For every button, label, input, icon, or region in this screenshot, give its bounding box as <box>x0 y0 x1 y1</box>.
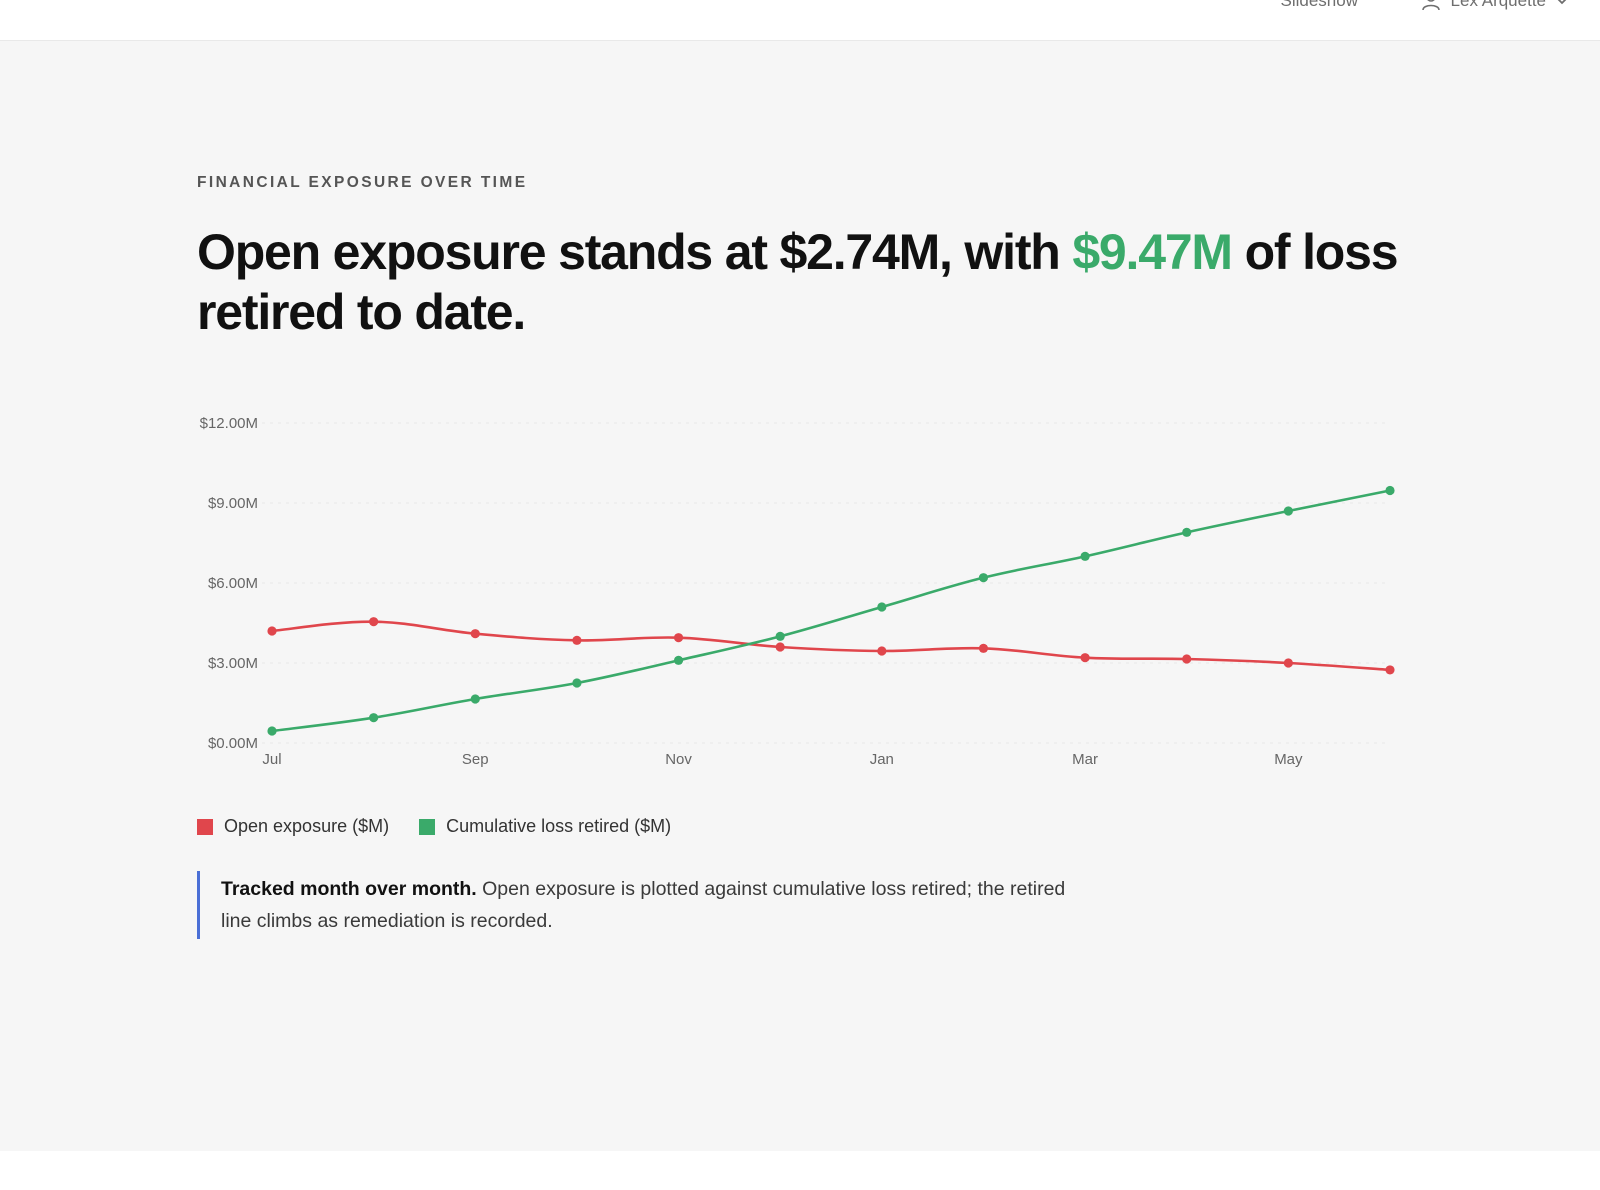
data-point-open-exposure <box>673 633 684 643</box>
data-point-loss-retired <box>1385 485 1395 496</box>
data-point-loss-retired <box>673 655 684 665</box>
data-point-loss-retired <box>369 713 379 723</box>
data-point-loss-retired <box>1080 551 1090 561</box>
footer-strip <box>0 1151 1600 1190</box>
data-point-open-exposure <box>369 617 379 627</box>
y-tick-label: $0.00M <box>208 735 258 752</box>
x-tick-label: Mar <box>1072 751 1098 768</box>
page-title: Open exposure stands at $2.74M, with $9.… <box>197 222 1437 342</box>
user-name: Lex Arquette <box>1450 0 1546 10</box>
y-tick-label: $9.00M <box>208 495 258 512</box>
legend-item-loss-retired[interactable]: Cumulative loss retired ($M) <box>419 816 671 837</box>
series-line-open-exposure <box>271 620 1391 672</box>
legend-item-open-exposure[interactable]: Open exposure ($M) <box>197 816 389 837</box>
x-tick-label: Sep <box>462 751 489 768</box>
series-line-loss-retired <box>271 489 1391 733</box>
chevron-down-icon <box>1557 0 1567 5</box>
data-point-open-exposure <box>470 629 480 639</box>
slideshow-button[interactable]: Slideshow <box>1280 0 1359 10</box>
data-point-loss-retired <box>470 694 480 704</box>
data-point-open-exposure <box>1283 658 1293 668</box>
user-icon <box>1421 0 1440 11</box>
headline-text-2: of loss retired to date. <box>197 224 1399 340</box>
y-tick-label: $3.00M <box>208 655 258 672</box>
legend-label-loss-retired: Cumulative loss retired ($M) <box>446 816 672 836</box>
legend-swatch-loss-retired <box>419 818 436 835</box>
data-point-loss-retired <box>877 602 887 612</box>
data-point-open-exposure <box>877 646 887 656</box>
legend-swatch-open-exposure <box>197 818 213 835</box>
data-point-open-exposure <box>572 635 582 645</box>
headline-text-1: Open exposure stands at $2.74M, with <box>197 224 1073 280</box>
x-tick-label: May <box>1274 751 1303 768</box>
data-point-open-exposure <box>775 642 785 652</box>
y-tick-label: $12.00M <box>200 415 258 432</box>
data-point-open-exposure <box>1080 653 1090 663</box>
main-content <box>0 41 1600 1151</box>
chart-legend: Open exposure ($M) Cumulative loss retir… <box>197 816 671 837</box>
legend-label-open-exposure: Open exposure ($M) <box>224 816 390 836</box>
x-tick-label: Jul <box>262 751 281 768</box>
data-point-loss-retired <box>978 573 989 583</box>
data-point-open-exposure <box>1385 665 1395 675</box>
data-point-loss-retired <box>572 678 582 688</box>
data-point-loss-retired <box>267 726 277 736</box>
chart-note: Tracked month over month. Open exposure … <box>197 871 1101 939</box>
section-eyebrow: FINANCIAL EXPOSURE OVER TIME <box>197 174 528 191</box>
x-tick-label: Nov <box>665 751 692 768</box>
top-bar: Slideshow Lex Arquette <box>0 0 1600 41</box>
note-text: Open exposure is plotted against cumulat… <box>221 878 1066 932</box>
x-tick-label: Jan <box>870 751 894 768</box>
y-tick-label: $6.00M <box>208 575 258 592</box>
data-point-loss-retired <box>1283 506 1293 516</box>
note-bold: Tracked month over month. <box>221 878 477 900</box>
data-point-open-exposure <box>267 626 277 636</box>
exposure-line-chart: $0.00M $3.00M $6.00M $9.00M $12.00M Jul Sep Nov… <box>200 415 1395 768</box>
data-point-open-exposure <box>1182 654 1192 664</box>
user-menu[interactable]: Lex Arquette <box>1421 0 1568 11</box>
headline-accent-value: $9.47M <box>1072 224 1233 280</box>
data-point-open-exposure <box>978 643 989 653</box>
data-point-loss-retired <box>775 631 785 641</box>
data-point-loss-retired <box>1182 527 1192 537</box>
